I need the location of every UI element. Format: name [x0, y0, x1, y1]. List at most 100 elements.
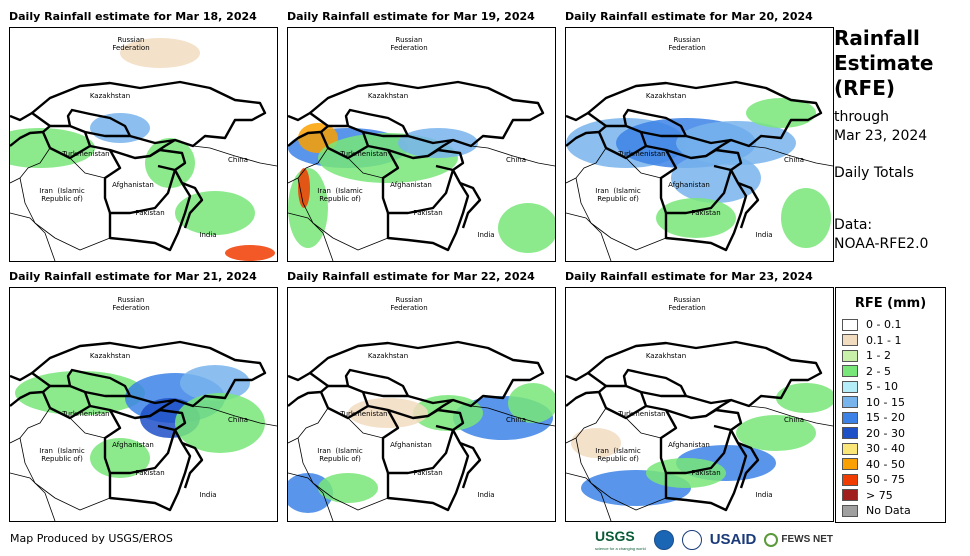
country-border	[386, 169, 470, 252]
country-border	[622, 368, 688, 397]
country-label-iran: Iran (Islamic Republic of)	[317, 187, 363, 203]
country-label-afghanistan: Afghanistan	[390, 181, 432, 189]
country-label-russia: Russian Federation	[668, 36, 706, 52]
country-label-pakistan: Pakistan	[135, 469, 165, 477]
country-label-china: China	[784, 416, 804, 424]
country-label-afghanistan: Afghanistan	[668, 181, 710, 189]
country-label-pakistan: Pakistan	[413, 469, 443, 477]
country-border	[297, 437, 389, 511]
country-label-afghanistan: Afghanistan	[112, 441, 154, 449]
rainfall-area	[225, 245, 275, 261]
country-border	[427, 408, 465, 432]
usgs-tagline: science for a changing world	[595, 546, 646, 551]
country-border	[41, 391, 92, 420]
rainfall-area	[175, 191, 255, 235]
country-label-china: China	[228, 156, 248, 164]
country-border	[780, 119, 792, 139]
rainfall-map	[566, 80, 833, 261]
country-label-kazakhstan: Kazakhstan	[89, 92, 131, 100]
country-border	[108, 169, 192, 252]
usgs-logo: USGS science for a changing world	[595, 528, 646, 551]
rainfall-map	[566, 340, 833, 521]
country-border	[288, 111, 330, 147]
legend-item: 2 - 5	[842, 364, 945, 380]
legend-item: 30 - 40	[842, 441, 945, 457]
country-label-turkmenistan: Turkmenistan	[340, 150, 388, 158]
country-border	[19, 437, 111, 511]
fews-net-wordmark: FEWS NET	[781, 534, 834, 545]
panel-title: Daily Rainfall estimate for Mar 18, 2024	[9, 10, 257, 23]
country-border	[587, 340, 823, 408]
country-border	[309, 340, 545, 408]
legend-label: 30 - 40	[866, 442, 905, 456]
rainfall-area	[120, 38, 200, 68]
country-border	[625, 417, 662, 439]
legend-title: RFE (mm)	[854, 296, 927, 311]
usaid-seal-icon	[681, 529, 702, 550]
country-border	[427, 148, 465, 172]
legend-item: 0 - 0.1	[842, 317, 945, 333]
country-border	[181, 441, 204, 489]
country-label-russia: Russian Federation	[112, 296, 150, 312]
legend-swatch	[842, 318, 858, 331]
map-frame: Russian Federation Kazakhstan Turkmenistan…	[565, 287, 834, 522]
legend-swatch	[842, 504, 858, 517]
country-border	[502, 379, 514, 399]
legend-item: 0.1 - 1	[842, 333, 945, 349]
panel-title: Daily Rainfall estimate for Mar 19, 2024	[287, 10, 535, 23]
map-frame: Russian Federation Kazakhstan Turkmenistan…	[9, 287, 278, 522]
rainfall-area	[318, 473, 378, 503]
country-border	[597, 391, 648, 420]
country-label-kazakhstan: Kazakhstan	[645, 92, 687, 100]
rainfall-area	[571, 428, 621, 458]
legend-label: 2 - 5	[866, 364, 891, 378]
usgs-wordmark: USGS	[595, 528, 635, 544]
legend-label: 1 - 2	[866, 349, 891, 363]
country-border	[10, 212, 56, 261]
country-border	[66, 368, 132, 397]
country-border	[645, 138, 732, 160]
legend-item: 5 - 10	[842, 379, 945, 395]
legend-label: 5 - 10	[866, 380, 898, 394]
legend-swatch	[842, 489, 858, 502]
country-label-india: India	[477, 231, 495, 239]
rainfall-area	[175, 393, 265, 453]
country-label-turkmenistan: Turkmenistan	[618, 410, 666, 418]
legend-item: > 75	[842, 488, 945, 504]
country-border	[367, 398, 454, 420]
country-border	[502, 119, 514, 139]
country-border	[664, 429, 748, 512]
legend-label: 0.1 - 1	[866, 333, 902, 347]
rainfall-map	[288, 340, 555, 521]
country-border	[10, 371, 52, 407]
country-border	[69, 417, 106, 439]
country-border	[459, 181, 482, 229]
country-border	[89, 138, 176, 160]
usaid-wordmark: USAID	[709, 531, 757, 548]
country-border	[288, 212, 334, 261]
country-border	[566, 407, 607, 444]
country-border	[737, 181, 760, 229]
country-label-india: India	[755, 231, 773, 239]
legend-item: 1 - 2	[842, 348, 945, 364]
data-source: NOAA-RFE2.0	[834, 236, 929, 252]
legend-label: 20 - 30	[866, 426, 905, 440]
country-label-pakistan: Pakistan	[413, 209, 443, 217]
country-label-russia: Russian Federation	[112, 36, 150, 52]
country-label-turkmenistan: Turkmenistan	[340, 410, 388, 418]
country-border	[470, 405, 555, 427]
legend-item: 10 - 15	[842, 395, 945, 411]
country-border	[664, 169, 748, 252]
rainfall-area	[508, 383, 555, 423]
country-border	[224, 119, 236, 139]
country-label-turkmenistan: Turkmenistan	[618, 150, 666, 158]
country-border	[108, 429, 192, 512]
country-border	[69, 157, 106, 179]
country-label-kazakhstan: Kazakhstan	[89, 352, 131, 360]
country-border	[566, 147, 607, 184]
country-label-turkmenistan: Turkmenistan	[62, 150, 110, 158]
legend-item: 40 - 50	[842, 457, 945, 473]
country-border	[297, 177, 389, 251]
country-label-russia: Russian Federation	[390, 36, 428, 52]
